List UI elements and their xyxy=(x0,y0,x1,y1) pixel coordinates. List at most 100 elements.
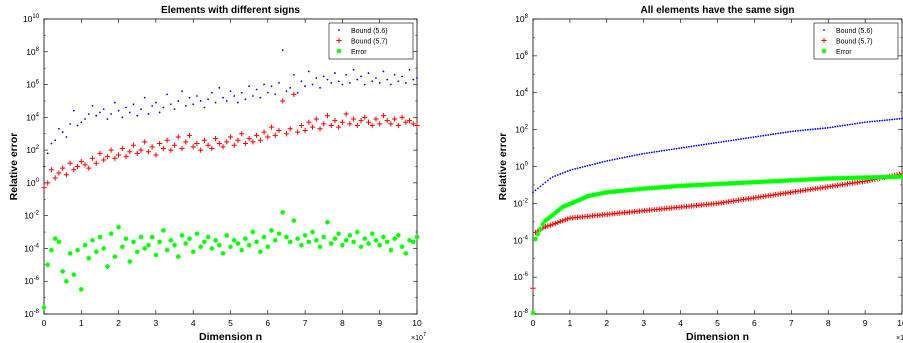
data-point xyxy=(116,224,121,230)
data-point xyxy=(634,186,640,192)
data-point xyxy=(731,180,736,186)
data-point xyxy=(149,144,155,150)
y-tick-label: 10-6 xyxy=(24,276,39,286)
data-point xyxy=(814,128,817,130)
data-point xyxy=(90,237,95,243)
data-point xyxy=(805,177,811,182)
data-point xyxy=(690,145,693,148)
data-point xyxy=(715,141,718,144)
data-point xyxy=(861,121,864,124)
data-point xyxy=(774,132,777,135)
data-point xyxy=(209,246,215,251)
x-tick-label: 7 xyxy=(789,318,794,328)
data-point xyxy=(728,180,734,186)
data-point xyxy=(896,118,898,120)
data-point xyxy=(544,181,547,184)
data-point xyxy=(624,187,630,193)
data-point xyxy=(145,149,152,155)
data-point xyxy=(713,181,719,187)
data-point xyxy=(388,247,394,253)
data-point xyxy=(884,174,890,180)
data-point xyxy=(612,189,618,194)
data-point xyxy=(205,142,211,148)
data-point xyxy=(125,106,127,109)
data-point xyxy=(815,176,821,182)
data-point xyxy=(158,111,161,114)
y-tick-exponent: -6 xyxy=(34,276,40,282)
data-point xyxy=(212,136,219,142)
data-point xyxy=(542,224,548,230)
data-point xyxy=(354,229,360,235)
data-point xyxy=(377,242,383,248)
data-point xyxy=(772,133,775,136)
data-point xyxy=(628,155,631,158)
data-point xyxy=(757,135,760,138)
data-point xyxy=(873,120,876,123)
x-tick-label: 4 xyxy=(678,318,683,328)
data-point xyxy=(792,130,794,133)
data-point xyxy=(732,139,735,142)
data-point xyxy=(847,175,853,181)
data-point xyxy=(67,250,73,256)
data-point xyxy=(151,104,154,107)
data-point xyxy=(572,199,578,205)
data-point xyxy=(72,109,75,112)
data-point xyxy=(362,114,368,120)
data-point xyxy=(296,91,299,94)
data-point xyxy=(778,178,784,184)
data-point xyxy=(851,123,854,126)
data-point xyxy=(649,185,655,191)
data-point xyxy=(754,135,757,138)
data-point xyxy=(879,174,885,180)
data-point xyxy=(363,83,366,86)
data-point xyxy=(227,134,234,140)
data-point xyxy=(699,182,704,188)
data-point xyxy=(201,137,207,143)
data-point xyxy=(809,128,812,131)
data-point xyxy=(172,242,177,248)
data-point xyxy=(850,175,855,181)
data-point xyxy=(706,182,712,187)
x-tick-label: 6 xyxy=(265,318,270,328)
data-point xyxy=(307,70,310,73)
data-point xyxy=(384,239,390,245)
data-point xyxy=(393,73,396,76)
data-point xyxy=(551,176,554,178)
data-point xyxy=(287,126,293,132)
data-point xyxy=(237,101,239,104)
data-point xyxy=(401,75,403,78)
data-point xyxy=(795,177,801,183)
data-point xyxy=(140,108,142,111)
y-tick-label: 100 xyxy=(26,178,39,188)
data-point xyxy=(569,169,572,172)
data-point xyxy=(216,242,222,248)
data-point xyxy=(313,116,319,122)
data-point xyxy=(408,68,411,71)
data-point xyxy=(580,196,585,201)
data-point xyxy=(106,118,109,120)
x-tick-label: 5 xyxy=(228,318,233,328)
data-point xyxy=(76,124,79,127)
data-point xyxy=(830,175,836,181)
data-point xyxy=(97,150,103,156)
data-point xyxy=(589,164,591,167)
data-point xyxy=(360,75,362,78)
data-point xyxy=(169,103,172,106)
data-point xyxy=(680,147,683,149)
data-point xyxy=(783,178,789,184)
data-point xyxy=(373,116,379,122)
data-point xyxy=(547,214,553,220)
data-point xyxy=(239,247,245,253)
data-point xyxy=(160,228,166,233)
data-point xyxy=(63,278,69,284)
data-point xyxy=(74,163,81,170)
data-point xyxy=(406,118,413,124)
data-point xyxy=(332,118,338,124)
data-point xyxy=(41,185,47,191)
chart-left: 0 1 2 3 4 5 6 7 8 9 1010-810-610-410-2100102104106… xyxy=(8,5,426,343)
data-point xyxy=(785,178,791,183)
data-point xyxy=(668,148,671,151)
data-point xyxy=(175,134,181,140)
data-point xyxy=(138,234,144,240)
